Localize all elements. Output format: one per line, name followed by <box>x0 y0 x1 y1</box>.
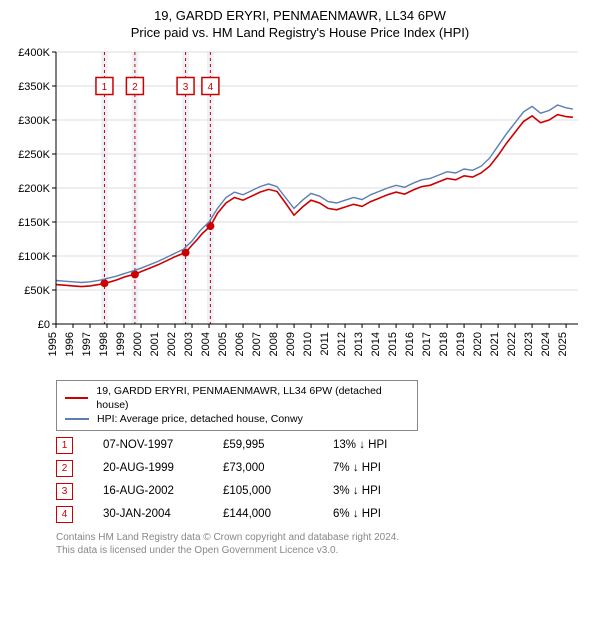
svg-text:2024: 2024 <box>540 332 552 356</box>
svg-text:2021: 2021 <box>489 332 501 356</box>
transaction-date: 07-NOV-1997 <box>103 439 193 451</box>
svg-text:2: 2 <box>132 82 138 93</box>
svg-text:2015: 2015 <box>387 332 399 356</box>
svg-text:2011: 2011 <box>319 332 331 356</box>
svg-text:2012: 2012 <box>336 332 348 356</box>
svg-text:2006: 2006 <box>234 332 246 356</box>
transaction-delta: 3% ↓ HPI <box>333 485 423 497</box>
transaction-date: 16-AUG-2002 <box>103 485 193 497</box>
legend-label-property: 19, GARDD ERYRI, PENMAENMAWR, LL34 6PW (… <box>96 384 409 412</box>
price-chart: 1 2 3 4 £0 £50K £100K £150K £200K £250K £300K £350K… <box>12 48 588 378</box>
transaction-date: 30-JAN-2004 <box>103 508 193 520</box>
title-subtitle: Price paid vs. HM Land Registry's House … <box>12 25 588 40</box>
svg-text:2019: 2019 <box>455 332 467 356</box>
legend: 19, GARDD ERYRI, PENMAENMAWR, LL34 6PW (… <box>56 380 418 431</box>
svg-text:1: 1 <box>102 82 108 93</box>
svg-text:2020: 2020 <box>472 332 484 356</box>
svg-text:2013: 2013 <box>353 332 365 356</box>
title-address: 19, GARDD ERYRI, PENMAENMAWR, LL34 6PW <box>12 8 588 23</box>
transaction-delta: 6% ↓ HPI <box>333 508 423 520</box>
legend-swatch-hpi <box>65 418 89 420</box>
svg-text:1998: 1998 <box>98 332 110 356</box>
svg-text:£0: £0 <box>38 319 50 331</box>
transaction-row: 1 07-NOV-1997 £59,995 13% ↓ HPI <box>56 437 584 454</box>
transaction-price: £105,000 <box>223 485 303 497</box>
svg-text:£300K: £300K <box>18 115 50 127</box>
svg-text:2023: 2023 <box>523 332 535 356</box>
svg-text:2002: 2002 <box>166 332 178 356</box>
transaction-marker: 1 <box>56 437 73 454</box>
footer-line1: Contains HM Land Registry data © Crown c… <box>56 531 584 545</box>
svg-text:£200K: £200K <box>18 183 50 195</box>
svg-text:2016: 2016 <box>404 332 416 356</box>
svg-text:2001: 2001 <box>149 332 161 356</box>
svg-text:1997: 1997 <box>81 332 93 356</box>
svg-text:3: 3 <box>183 82 189 93</box>
transaction-marker: 2 <box>56 460 73 477</box>
svg-text:2014: 2014 <box>370 332 382 356</box>
transaction-price: £144,000 <box>223 508 303 520</box>
transactions-table: 1 07-NOV-1997 £59,995 13% ↓ HPI 2 20-AUG-1999… <box>56 437 584 523</box>
transaction-row: 3 16-AUG-2002 £105,000 3% ↓ HPI <box>56 483 584 500</box>
svg-text:2022: 2022 <box>506 332 518 356</box>
svg-text:4: 4 <box>208 82 214 93</box>
svg-text:2008: 2008 <box>268 332 280 356</box>
svg-text:2025: 2025 <box>557 332 569 356</box>
transaction-date: 20-AUG-1999 <box>103 462 193 474</box>
svg-text:2005: 2005 <box>217 332 229 356</box>
svg-text:£400K: £400K <box>18 48 50 59</box>
svg-text:£150K: £150K <box>18 217 50 229</box>
svg-text:2003: 2003 <box>183 332 195 356</box>
svg-text:£250K: £250K <box>18 149 50 161</box>
transaction-price: £73,000 <box>223 462 303 474</box>
legend-label-hpi: HPI: Average price, detached house, Conw… <box>97 412 303 426</box>
transaction-row: 2 20-AUG-1999 £73,000 7% ↓ HPI <box>56 460 584 477</box>
svg-text:£100K: £100K <box>18 251 50 263</box>
svg-text:2018: 2018 <box>438 332 450 356</box>
svg-text:1999: 1999 <box>115 332 127 356</box>
svg-text:1996: 1996 <box>64 332 76 356</box>
transaction-row: 4 30-JAN-2004 £144,000 6% ↓ HPI <box>56 506 584 523</box>
svg-text:2000: 2000 <box>132 332 144 356</box>
transaction-marker: 4 <box>56 506 73 523</box>
footer: Contains HM Land Registry data © Crown c… <box>56 531 584 558</box>
transaction-delta: 13% ↓ HPI <box>333 439 423 451</box>
svg-text:£350K: £350K <box>18 81 50 93</box>
svg-text:1995: 1995 <box>47 332 59 356</box>
svg-text:2007: 2007 <box>251 332 263 356</box>
svg-text:2010: 2010 <box>302 332 314 356</box>
svg-text:2017: 2017 <box>421 332 433 356</box>
transaction-marker: 3 <box>56 483 73 500</box>
legend-swatch-property <box>65 397 88 399</box>
transaction-price: £59,995 <box>223 439 303 451</box>
svg-text:2009: 2009 <box>285 332 297 356</box>
footer-line2: This data is licensed under the Open Gov… <box>56 544 584 558</box>
svg-text:£50K: £50K <box>24 285 50 297</box>
svg-text:2004: 2004 <box>200 332 212 356</box>
transaction-delta: 7% ↓ HPI <box>333 462 423 474</box>
